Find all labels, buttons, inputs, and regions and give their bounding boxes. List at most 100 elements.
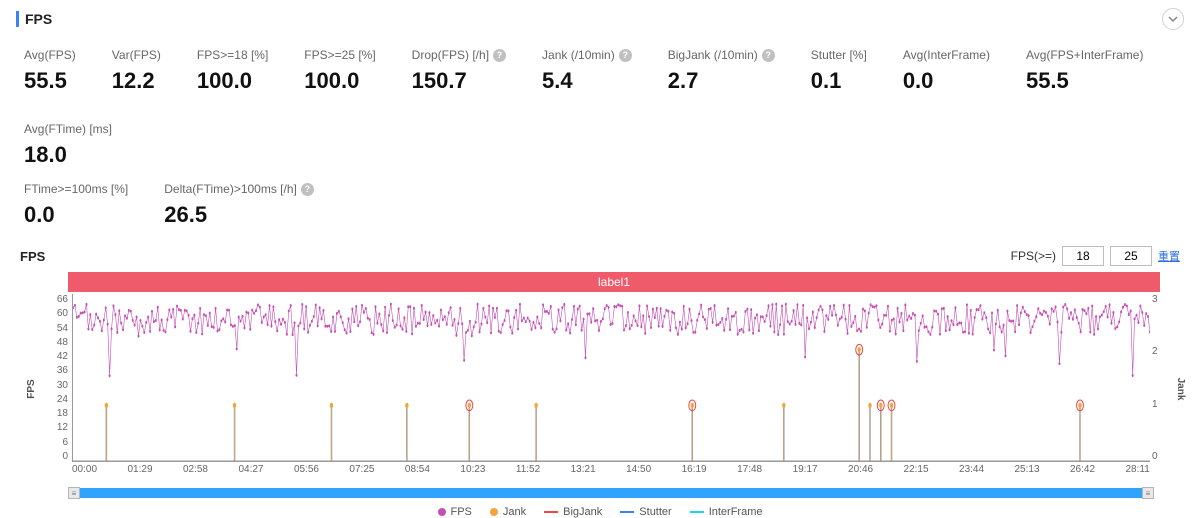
y-left-tick: 48 — [57, 337, 68, 348]
collapse-button[interactable] — [1162, 8, 1184, 30]
metric-label: Drop(FPS) [/h]? — [412, 48, 506, 62]
y-right-tick: 0 — [1152, 451, 1158, 462]
x-tick: 05:56 — [294, 464, 319, 484]
metric-value: 5.4 — [542, 68, 573, 94]
metric: FPS>=18 [%] 100.0 — [197, 48, 268, 94]
range-slider[interactable]: ≡ ≡ — [68, 486, 1154, 500]
x-tick: 08:54 — [405, 464, 430, 484]
help-icon[interactable]: ? — [301, 183, 314, 196]
metric-value: 2.7 — [668, 68, 699, 94]
metric-label: Avg(FPS) — [24, 48, 76, 62]
x-tick: 14:50 — [626, 464, 651, 484]
x-tick: 17:48 — [737, 464, 762, 484]
header-accent-bar — [16, 11, 19, 27]
metric: FTime>=100ms [%] 0.0 — [24, 182, 128, 228]
legend-swatch — [544, 511, 558, 513]
y-right-tick: 2 — [1152, 346, 1158, 357]
y-left-tick: 12 — [57, 422, 68, 433]
y-left-tick: 6 — [62, 437, 68, 448]
metric: Avg(InterFrame) 0.0 — [903, 48, 990, 94]
legend-item[interactable]: Jank — [490, 506, 526, 518]
help-icon[interactable]: ? — [619, 49, 632, 62]
metric-value: 0.0 — [903, 68, 934, 94]
y-left-tick: 60 — [57, 308, 68, 319]
legend-item[interactable]: FPS — [438, 506, 472, 518]
y-left-ticks: 6660544842363024181260 — [40, 294, 68, 462]
metric-label: FTime>=100ms [%] — [24, 182, 128, 196]
x-tick: 26:42 — [1070, 464, 1095, 484]
y-right-tick: 1 — [1152, 399, 1158, 410]
legend-item[interactable]: BigJank — [544, 506, 602, 518]
y-left-tick: 66 — [57, 294, 68, 305]
legend-swatch — [620, 511, 634, 513]
legend-item[interactable]: InterFrame — [690, 506, 763, 518]
metric-label: Avg(InterFrame) — [903, 48, 990, 62]
y-left-tick: 54 — [57, 323, 68, 334]
chart-frame: FPS Jank 6660544842363024181260 3210 00:… — [20, 294, 1180, 484]
fps-threshold-2-input[interactable] — [1110, 246, 1152, 266]
metric-label: BigJank (/10min)? — [668, 48, 775, 62]
chart-plot-area[interactable] — [72, 294, 1150, 462]
x-tick: 13:21 — [571, 464, 596, 484]
x-tick: 07:25 — [349, 464, 374, 484]
metric-value: 150.7 — [412, 68, 467, 94]
metric: Var(FPS) 12.2 — [112, 48, 161, 94]
metric-value: 100.0 — [197, 68, 252, 94]
slider-handle-right[interactable]: ≡ — [1142, 487, 1154, 499]
y-right-ticks: 3210 — [1152, 294, 1180, 462]
x-tick: 04:27 — [238, 464, 263, 484]
legend-swatch — [490, 508, 498, 516]
header-left: FPS — [16, 11, 52, 27]
metric-label: Jank (/10min)? — [542, 48, 632, 62]
slider-track[interactable] — [80, 488, 1142, 498]
chevron-down-icon — [1168, 14, 1178, 24]
x-tick: 25:13 — [1015, 464, 1040, 484]
y-left-tick: 42 — [57, 351, 68, 362]
x-tick: 01:29 — [127, 464, 152, 484]
fps-threshold-controls: FPS(>=) 重置 — [1011, 246, 1180, 266]
metric-value: 0.0 — [24, 202, 55, 228]
help-icon[interactable]: ? — [762, 49, 775, 62]
help-icon[interactable]: ? — [493, 49, 506, 62]
panel-title: FPS — [25, 11, 52, 27]
y-left-axis-label: FPS — [26, 379, 37, 398]
metric-label: Avg(FPS+InterFrame) — [1026, 48, 1143, 62]
fps-threshold-1-input[interactable] — [1062, 246, 1104, 266]
chart-label-bar[interactable]: label1 — [68, 272, 1160, 292]
metrics-row-2: FTime>=100ms [%]0.0Delta(FTime)>100ms [/… — [16, 182, 1184, 242]
metric-label: FPS>=18 [%] — [197, 48, 268, 62]
legend-label: Jank — [503, 506, 526, 518]
y-left-tick: 30 — [57, 380, 68, 391]
chart-label-bar-text: label1 — [598, 275, 630, 289]
metric-value: 26.5 — [164, 202, 207, 228]
metric-value: 12.2 — [112, 68, 155, 94]
legend-swatch — [438, 508, 446, 516]
metric-label: Var(FPS) — [112, 48, 161, 62]
metric-value: 55.5 — [1026, 68, 1069, 94]
metric-label: FPS>=25 [%] — [304, 48, 375, 62]
slider-handle-left[interactable]: ≡ — [68, 487, 80, 499]
legend-item[interactable]: Stutter — [620, 506, 671, 518]
x-tick: 22:15 — [904, 464, 929, 484]
metric: Avg(FPS)55.5 — [24, 48, 76, 94]
legend-label: Stutter — [639, 506, 671, 518]
chart-legend: FPS Jank BigJank Stutter InterFrame — [16, 500, 1184, 518]
legend-swatch — [690, 511, 704, 513]
metric-value: 100.0 — [304, 68, 359, 94]
reset-link[interactable]: 重置 — [1158, 248, 1180, 264]
x-ticks: 00:0001:2902:5804:2705:5607:2508:5410:23… — [72, 464, 1150, 484]
metric-value: 0.1 — [811, 68, 842, 94]
metric: Stutter [%] 0.1 — [811, 48, 867, 94]
metric: Delta(FTime)>100ms [/h]?26.5 — [164, 182, 314, 228]
fps-threshold-label: FPS(>=) — [1011, 249, 1056, 263]
metric-label: Avg(FTime) [ms] — [24, 122, 112, 136]
chart-title: FPS — [20, 249, 45, 264]
y-left-tick: 0 — [62, 451, 68, 462]
metric: FPS>=25 [%] 100.0 — [304, 48, 375, 94]
metric: Drop(FPS) [/h]? 150.7 — [412, 48, 506, 94]
fps-panel: FPS Avg(FPS)55.5Var(FPS)12.2FPS>=18 [%]1… — [0, 0, 1200, 518]
metric-label: Stutter [%] — [811, 48, 867, 62]
metric: Avg(FPS+InterFrame) 55.5 — [1026, 48, 1143, 94]
metric: Jank (/10min)? 5.4 — [542, 48, 632, 94]
chart-svg — [73, 294, 1150, 461]
